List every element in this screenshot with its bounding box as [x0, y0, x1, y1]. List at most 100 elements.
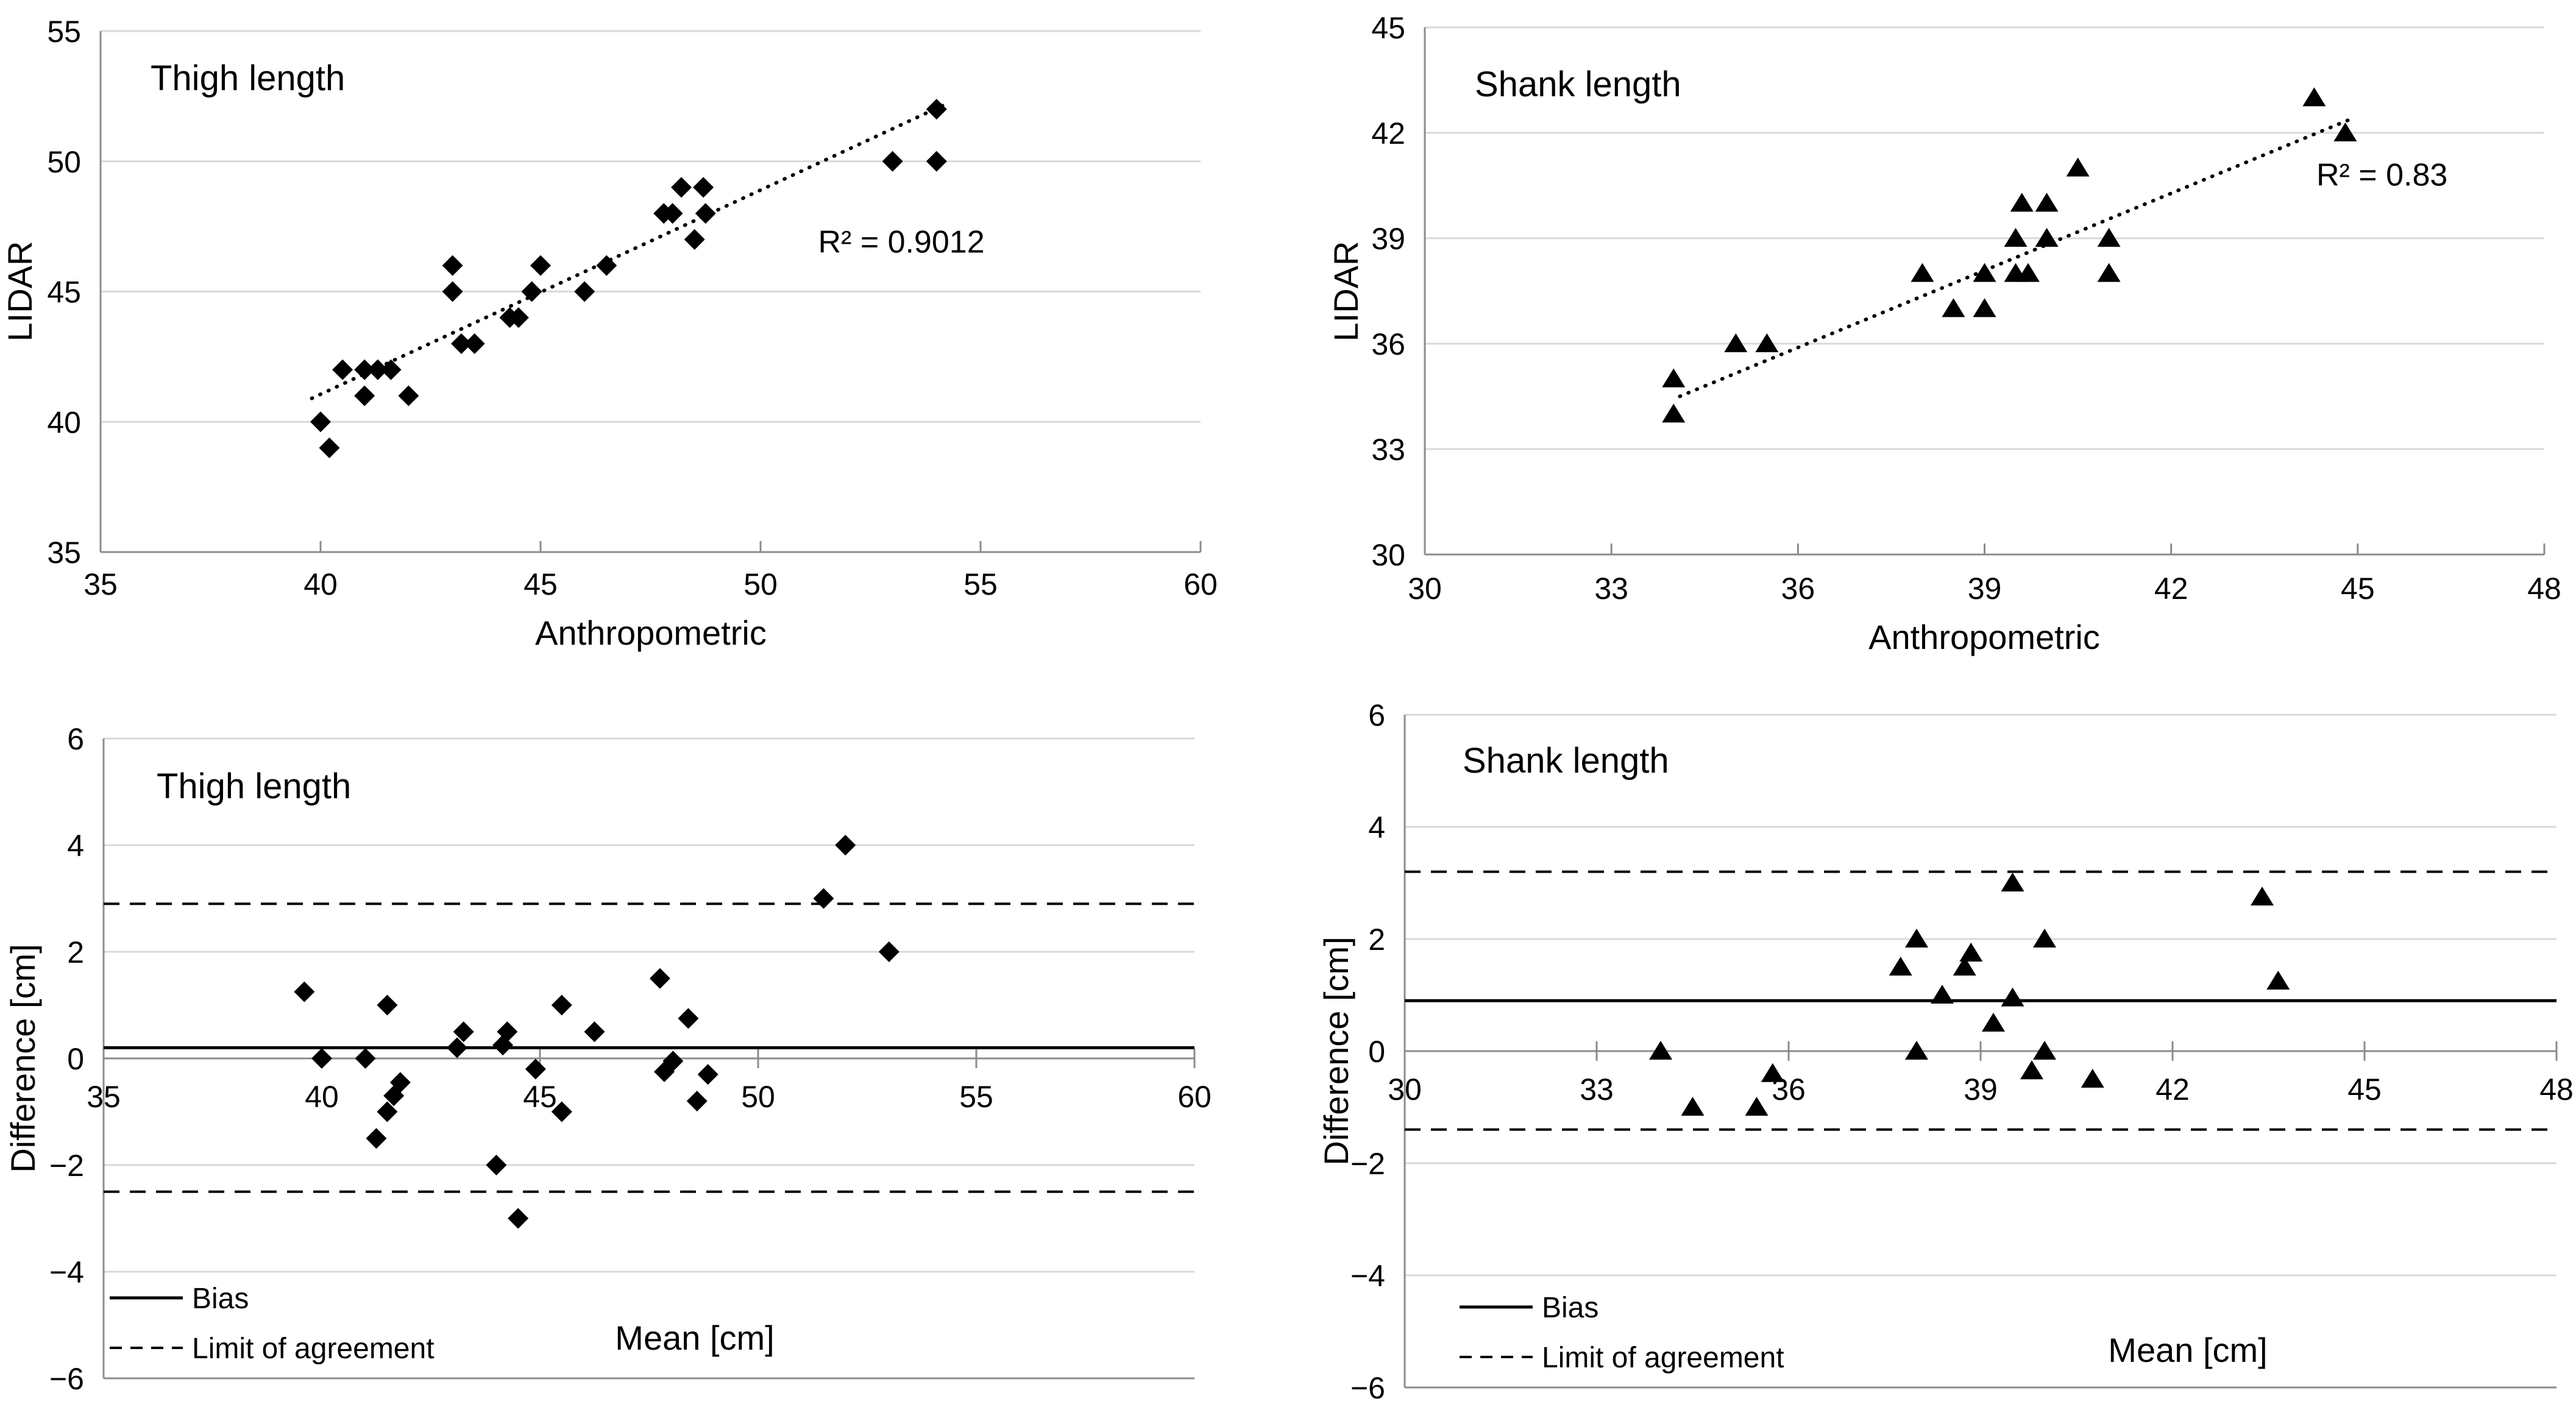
data-point — [878, 941, 899, 962]
x-tick-label: 39 — [1964, 1072, 1998, 1107]
y-tick-label: −2 — [49, 1149, 84, 1183]
data-point — [662, 1050, 684, 1072]
data-point — [551, 1101, 572, 1122]
x-tick-label: 50 — [741, 1080, 775, 1114]
data-point — [442, 255, 463, 276]
data-point — [497, 1021, 518, 1043]
data-point — [662, 203, 683, 224]
data-point — [882, 151, 903, 172]
data-point — [1745, 1097, 1769, 1116]
x-axis-title: Mean [cm] — [615, 1319, 774, 1357]
legend-bias-label: Bias — [1542, 1292, 1598, 1324]
data-point — [693, 177, 714, 198]
x-tick-label: 55 — [959, 1080, 993, 1114]
data-point — [442, 281, 463, 302]
data-point — [311, 1048, 332, 1069]
data-point — [398, 385, 419, 406]
data-point — [2033, 1041, 2056, 1060]
data-point — [377, 994, 398, 1016]
x-tick-label: 45 — [523, 1080, 557, 1114]
x-tick-label: 60 — [1177, 1080, 1212, 1114]
data-point — [2010, 193, 2034, 212]
y-axis-title: Difference [cm] — [4, 944, 42, 1173]
data-point — [332, 359, 353, 380]
x-tick-label: 45 — [2347, 1072, 2382, 1107]
y-tick-label: 36 — [1371, 327, 1405, 361]
data-point — [686, 1091, 708, 1111]
y-tick-label: −4 — [1350, 1259, 1385, 1293]
data-point — [684, 229, 705, 250]
data-point — [813, 888, 834, 909]
data-point — [1973, 298, 1996, 317]
x-tick-label: 40 — [303, 567, 338, 601]
y-tick-label: 33 — [1371, 433, 1405, 467]
data-point — [584, 1021, 605, 1043]
data-point — [926, 151, 947, 172]
x-tick-label: 30 — [1408, 572, 1442, 606]
data-point — [2266, 971, 2290, 990]
y-tick-label: 35 — [47, 536, 81, 570]
data-point — [464, 333, 485, 354]
y-tick-label: 2 — [1368, 923, 1385, 957]
data-point — [1942, 298, 1965, 317]
data-point — [2001, 873, 2024, 891]
chart-title: Shank length — [1475, 65, 1681, 104]
data-point — [2001, 987, 2024, 1007]
shank-scatter-chart: 30 33 36 39 42 45 30 33 36 39 42 45 48 Shank length R²… — [1327, 11, 2561, 656]
y-tick-label: 4 — [1368, 810, 1385, 845]
data-point — [451, 333, 472, 354]
data-point — [1681, 1097, 1705, 1116]
data-point — [486, 1155, 507, 1175]
x-tick-label: 55 — [963, 567, 998, 601]
y-tick-label: 6 — [67, 722, 84, 756]
data-point — [2016, 263, 2040, 282]
data-point — [1662, 368, 1686, 388]
data-point — [380, 359, 402, 380]
data-point — [2035, 228, 2059, 247]
y-tick-label: −2 — [1350, 1147, 1385, 1181]
data-point — [1662, 403, 1686, 423]
data-point — [354, 385, 375, 406]
data-point — [2004, 228, 2028, 247]
data-point — [377, 1101, 398, 1122]
x-tick-label: 60 — [1183, 567, 1218, 601]
x-tick-label: 42 — [2156, 1072, 2190, 1107]
data-point — [574, 281, 595, 302]
data-point — [2035, 193, 2059, 212]
y-tick-label: 30 — [1371, 538, 1405, 572]
y-tick-label: 42 — [1371, 116, 1405, 151]
y-tick-label: 45 — [47, 275, 81, 310]
data-point — [1959, 943, 1983, 962]
y-tick-label: 40 — [47, 405, 81, 439]
data-point — [2066, 157, 2090, 177]
data-point — [1911, 263, 1934, 282]
data-point — [695, 203, 716, 224]
x-axis-title: Anthropometric — [1868, 618, 2100, 656]
x-tick-label: 39 — [1968, 572, 2002, 606]
data-point — [294, 981, 315, 1002]
y-tick-label: −4 — [49, 1255, 84, 1289]
data-point — [596, 255, 617, 276]
x-tick-label: 45 — [2341, 572, 2375, 606]
data-point — [1973, 263, 1996, 282]
y-tick-label: 50 — [47, 145, 81, 179]
r2-annotation: R² = 0.83 — [2316, 158, 2447, 193]
y-tick-label: 4 — [67, 829, 84, 863]
trendline — [310, 103, 945, 400]
x-axis-title: Anthropometric — [535, 614, 767, 652]
data-point — [2333, 122, 2357, 141]
thigh-scatter-chart: 35 40 45 50 55 35 40 45 50 55 60 Thigh length R² = 0… — [1, 15, 1218, 652]
x-tick-label: 33 — [1594, 572, 1628, 606]
y-tick-label: 6 — [1368, 698, 1385, 732]
legend-loa-label: Limit of agreement — [1542, 1342, 1784, 1374]
y-tick-label: 39 — [1371, 222, 1405, 256]
data-point — [2251, 887, 2274, 905]
data-point — [508, 307, 529, 328]
data-point — [2020, 1060, 2043, 1080]
data-point — [1889, 957, 1912, 976]
x-tick-label: 50 — [743, 567, 778, 601]
chart-title: Thigh length — [157, 767, 351, 806]
chart-title: Shank length — [1463, 741, 1669, 781]
x-tick-label: 30 — [1388, 1072, 1422, 1107]
